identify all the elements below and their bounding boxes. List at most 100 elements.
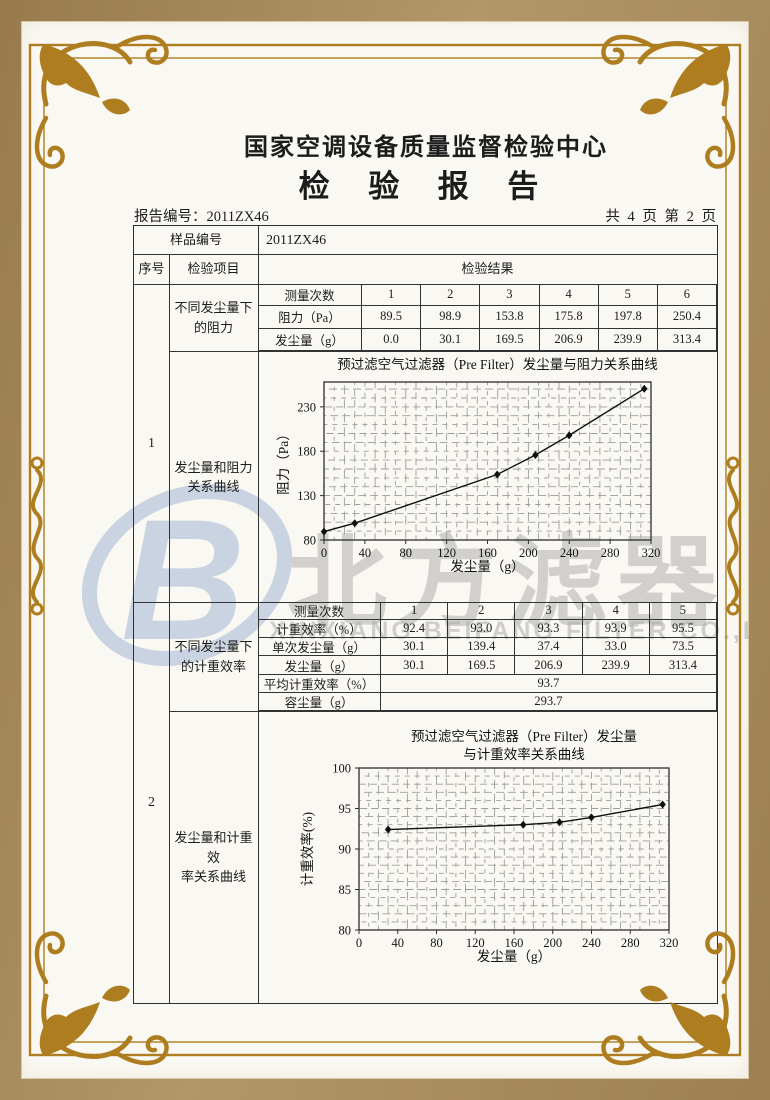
item1-subitem-cell: 不同发尘量下 的阻力 — [169, 284, 258, 351]
svg-text:320: 320 — [642, 546, 661, 560]
efficiency-measurement-table: 测量次数 1 2 3 4 5 计重效率（%） 92.4 93.0 93.3 93.9 95.5 单次发尘… — [258, 602, 717, 711]
subtable-cell: 37.4 — [515, 638, 583, 657]
svg-text:280: 280 — [601, 546, 620, 560]
svg-text:与计重效率关系曲线: 与计重效率关系曲线 — [463, 746, 585, 762]
item1-seq-cell: 1 — [148, 435, 155, 451]
svg-text:40: 40 — [392, 936, 405, 950]
subtable-span-value: 293.7 — [381, 692, 717, 711]
subtable-row-label: 阻力（Pa） — [258, 306, 362, 329]
header-result-cell: 检验结果 — [461, 261, 514, 277]
subtable-cell: 3 — [480, 284, 540, 307]
svg-text:100: 100 — [332, 762, 351, 776]
header-item-cell: 检验项目 — [187, 261, 240, 277]
svg-text:200: 200 — [543, 936, 562, 950]
subtable-cell: 73.5 — [649, 638, 717, 657]
item1-subitem-line2: 的阻力 — [193, 319, 233, 335]
subtable-cell: 89.5 — [362, 306, 422, 329]
subtable-cell: 239.9 — [598, 328, 658, 351]
resistance-vs-dust-chart: 0 40 80 120 160 200 240 280 320 80 130 180 230 预过滤空气过… — [276, 357, 661, 574]
item2-chartitem-line2: 率关系曲线 — [180, 869, 246, 885]
item2-seq-cell: 2 — [148, 795, 155, 810]
subtable-cell: 206.9 — [539, 328, 599, 351]
svg-text:280: 280 — [621, 936, 640, 950]
subtable-cell: 153.8 — [480, 306, 540, 329]
page-indicator: 共 4 页 第 2 页 — [605, 209, 718, 225]
item2-subitem-line2: 的计重效率 — [180, 658, 246, 674]
subtable-cell: 2 — [421, 284, 481, 307]
org-title: 国家空调设备质量监督检验中心 — [244, 134, 608, 161]
svg-text:320: 320 — [660, 936, 679, 950]
subtable-cell: 250.4 — [657, 306, 717, 329]
svg-text:120: 120 — [466, 936, 485, 950]
subtable-cell: 175.8 — [539, 306, 599, 329]
report-content: 国家空调设备质量监督检验中心 检 验 报 告 报告编号：2011ZX46 共 4… — [21, 21, 749, 1079]
svg-text:80: 80 — [400, 546, 413, 560]
subtable-cell: 169.5 — [480, 328, 540, 351]
subtable-cell: 5 — [598, 284, 658, 307]
svg-text:0: 0 — [321, 546, 327, 560]
subtable-cell: 1 — [381, 602, 449, 621]
resistance-measurement-table: 测量次数 1 2 3 4 5 6 阻力（Pa） 89.5 98.9 153.8 175.8 197.8 2… — [258, 284, 717, 351]
subtable-cell: 3 — [515, 602, 583, 621]
svg-text:200: 200 — [519, 546, 538, 560]
subtable-row-label: 测量次数 — [258, 602, 381, 621]
item2-chartitem-cell: 发尘量和计重效 率关系曲线 — [169, 712, 258, 1003]
subtable-row-label: 计重效率（%） — [258, 620, 381, 639]
subtable-row-label: 测量次数 — [258, 284, 362, 307]
svg-text:发尘量（g）: 发尘量（g） — [450, 559, 524, 574]
item1-chartitem-line1: 发尘量和阻力 — [174, 459, 253, 475]
subtable-cell: 6 — [657, 284, 717, 307]
sample-no-label-cell: 样品编号 — [169, 232, 222, 248]
svg-text:80: 80 — [339, 924, 352, 938]
svg-text:预过滤空气过滤器（Pre Filter）发尘量: 预过滤空气过滤器（Pre Filter）发尘量 — [411, 729, 637, 744]
svg-text:80: 80 — [304, 534, 317, 548]
subtable-cell: 1 — [362, 284, 422, 307]
subtable-cell: 30.1 — [381, 638, 449, 657]
item1-chartitem-cell: 发尘量和阻力 关系曲线 — [169, 352, 258, 602]
item2-subitem-line1: 不同发尘量下 — [174, 639, 253, 654]
subtable-cell: 139.4 — [448, 638, 516, 657]
svg-text:发尘量（g）: 发尘量（g） — [477, 949, 551, 964]
subtable-cell: 169.5 — [448, 656, 516, 675]
subtable-cell: 30.1 — [421, 328, 481, 351]
svg-text:预过滤空气过滤器（Pre Filter）发尘量与阻力关系曲线: 预过滤空气过滤器（Pre Filter）发尘量与阻力关系曲线 — [337, 357, 658, 372]
subtable-row-label: 单次发尘量（g） — [258, 638, 381, 657]
subtable-cell: 5 — [649, 602, 717, 621]
subtable-cell: 92.4 — [381, 620, 449, 639]
svg-text:0: 0 — [356, 936, 362, 950]
svg-text:120: 120 — [437, 546, 456, 560]
svg-text:80: 80 — [430, 936, 443, 950]
subtable-span-value: 93.7 — [381, 674, 717, 693]
paper-background: B 北方滤器 XINXIANG BEIFANG FILTER CO.,LTD. … — [21, 21, 749, 1079]
svg-text:90: 90 — [339, 843, 352, 857]
subtable-cell: 98.9 — [421, 306, 481, 329]
subtable-cell: 0.0 — [362, 328, 422, 351]
subtable-row-label: 发尘量（g） — [258, 328, 362, 351]
subtable-cell: 93.0 — [448, 620, 516, 639]
subtable-row-label: 发尘量（g） — [258, 656, 381, 675]
svg-text:240: 240 — [582, 936, 601, 950]
svg-text:85: 85 — [339, 883, 352, 897]
svg-text:95: 95 — [339, 802, 352, 816]
subtable-row-label: 容尘量（g） — [258, 692, 381, 711]
subtable-cell: 33.0 — [582, 638, 650, 657]
svg-text:230: 230 — [297, 400, 316, 414]
subtable-cell: 197.8 — [598, 306, 658, 329]
subtable-cell: 239.9 — [582, 656, 650, 675]
efficiency-vs-dust-chart: 0 40 80 120 160 200 240 280 320 80 85 90 95 100 预过滤空气过… — [299, 729, 679, 964]
item2-subitem-cell: 不同发尘量下 的计重效率 — [169, 602, 258, 711]
sample-no-value-cell: 2011ZX46 — [266, 232, 327, 248]
report-number: 报告编号：2011ZX46 — [134, 209, 269, 225]
svg-text:180: 180 — [297, 445, 316, 459]
svg-text:阻力（Pa）: 阻力（Pa） — [276, 427, 291, 495]
subtable-cell: 30.1 — [381, 656, 449, 675]
subtable-cell: 93.9 — [582, 620, 650, 639]
subtable-cell: 95.5 — [649, 620, 717, 639]
svg-text:240: 240 — [560, 546, 579, 560]
svg-text:计重效率(%): 计重效率(%) — [299, 812, 315, 886]
subtable-row-label: 平均计重效率（%） — [258, 674, 381, 693]
report-table: 样品编号 2011ZX46 序号 检验项目 检验结果 1 不同发尘量下 的阻力 … — [133, 225, 718, 1004]
subtable-cell: 93.3 — [515, 620, 583, 639]
subtable-cell: 4 — [582, 602, 650, 621]
